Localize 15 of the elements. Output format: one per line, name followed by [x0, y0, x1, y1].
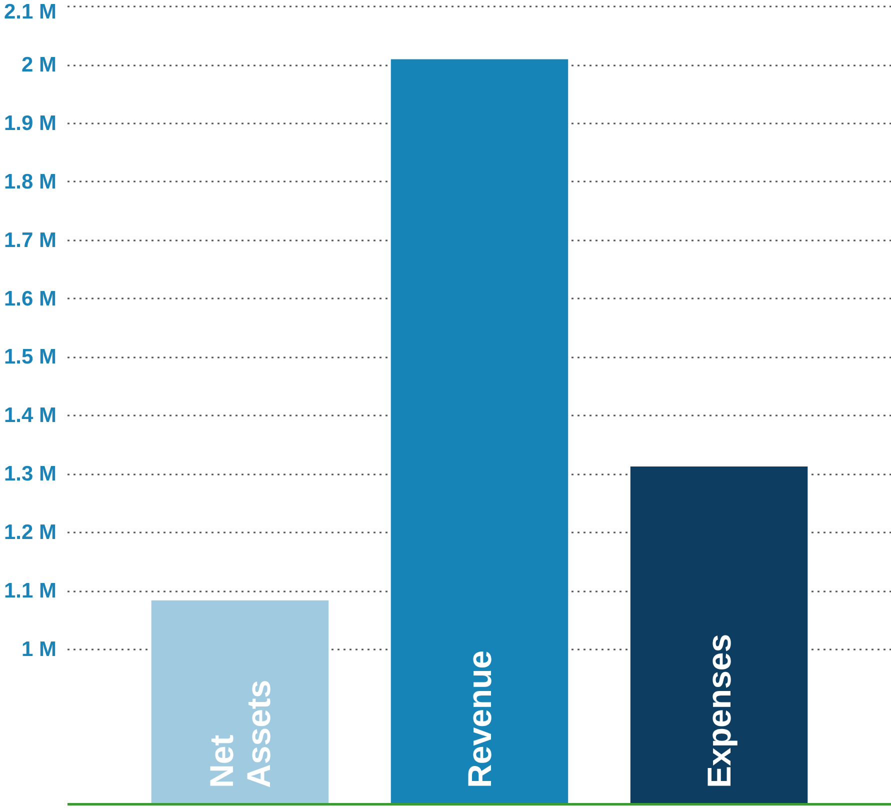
x-tick-label: Expenses	[700, 634, 738, 788]
y-tick-label: 1.3 M	[4, 462, 57, 486]
y-tick-label: 1.7 M	[4, 228, 57, 252]
x-tick-label: Revenue	[461, 650, 498, 788]
y-tick-label: 1.5 M	[4, 346, 57, 369]
y-tick-label: 1.9 M	[4, 112, 57, 135]
y-tick-label: 1.6 M	[4, 287, 57, 310]
y-tick-label: 1.8 M	[4, 170, 57, 194]
y-tick-label: 1 M	[21, 638, 57, 661]
y-tick-label: 1.1 M	[4, 580, 57, 603]
y-tick-label: 1.4 M	[4, 404, 57, 428]
y-tick-label: 1.2 M	[4, 521, 57, 544]
x-tick-label: Net Assets	[202, 680, 277, 788]
y-tick-label: 2.1 M	[4, 0, 57, 24]
y-tick-label: 2 M	[21, 54, 57, 77]
